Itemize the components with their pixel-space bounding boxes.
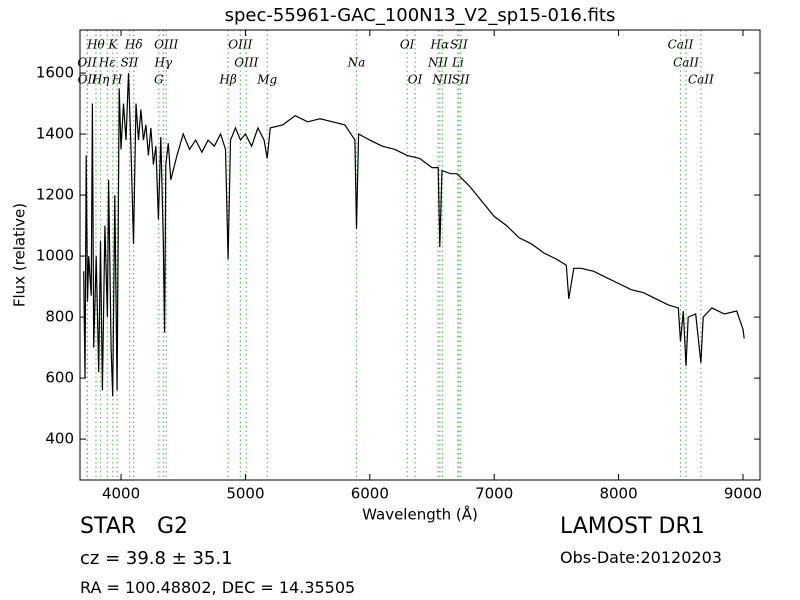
y-tick-label: 1200 — [36, 186, 74, 204]
spectral-line-label: SII — [452, 73, 470, 87]
spectral-line-label: NII — [431, 73, 452, 87]
spectral-line-label: OIII — [228, 38, 252, 52]
x-tick-label: 9000 — [724, 485, 762, 503]
x-axis-label: Wavelength (Å) — [362, 505, 478, 524]
spectral-line-label: CaII — [668, 38, 694, 52]
spectral-line-label: Hδ — [124, 38, 143, 52]
spectral-line-label: K — [107, 38, 118, 52]
x-tick-label: 5000 — [226, 485, 264, 503]
chart-title: spec-55961-GAC_100N13_V2_sp15-016.fits — [225, 5, 616, 26]
y-axis-label: Flux (relative) — [11, 203, 29, 307]
x-tick-label: 8000 — [599, 485, 637, 503]
y-tick-label: 400 — [45, 430, 74, 448]
spectral-line-label: Mg — [256, 73, 277, 87]
spectral-line-label: Li — [451, 56, 464, 70]
y-tick-label: 1600 — [36, 64, 74, 82]
spectral-line-label: Hγ — [154, 56, 173, 70]
coordinates: RA = 100.48802, DEC = 14.35505 — [80, 578, 356, 597]
spectral-line-label: OI — [400, 38, 415, 52]
x-tick-label: 4000 — [102, 485, 140, 503]
spectral-line-label: G — [154, 73, 164, 87]
spectral-line-label: Hθ — [86, 38, 105, 52]
spectral-line-label: Hη — [91, 73, 110, 87]
obs-date: Obs-Date:20120203 — [560, 548, 722, 567]
redshift: cz = 39.8 ± 35.1 — [80, 548, 233, 569]
y-tick-label: 1000 — [36, 247, 74, 265]
survey: LAMOST DR1 — [560, 514, 705, 539]
spectral-line-label: Hε — [98, 56, 116, 70]
x-tick-label: 7000 — [475, 485, 513, 503]
spectral-line-label: Na — [347, 56, 366, 70]
y-tick-label: 1400 — [36, 125, 74, 143]
spectral-line-label: SII — [450, 38, 468, 52]
plot-frame — [79, 29, 761, 481]
spectral-line-label: Hα — [430, 38, 450, 52]
spectral-line-label: Hβ — [218, 73, 236, 87]
spectral-line-label: H — [111, 73, 123, 87]
spectral-line-label: OIII — [154, 38, 178, 52]
spectral-line-label: OI — [408, 73, 423, 87]
spectral-line-label: CaII — [673, 56, 699, 70]
spectral-line-label: OII — [78, 73, 98, 87]
y-tick-label: 800 — [45, 308, 74, 326]
y-tick-label: 600 — [45, 369, 74, 387]
x-tick-label: 6000 — [351, 485, 389, 503]
object-class: STAR G2 — [80, 514, 189, 539]
spectral-line-label: NII — [427, 56, 448, 70]
spectrum-line — [83, 72, 745, 397]
spectral-line-label: OIII — [234, 56, 258, 70]
spectral-line-label: SII — [121, 56, 139, 70]
spectral-line-label: CaII — [688, 73, 714, 87]
